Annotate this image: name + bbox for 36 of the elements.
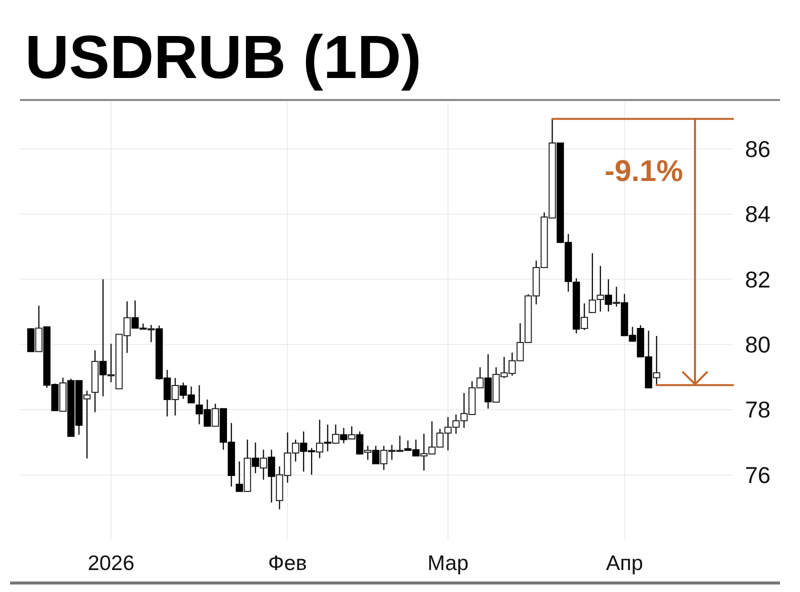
y-tick-label: 76 bbox=[745, 462, 771, 488]
candlestick bbox=[340, 427, 348, 444]
candlestick bbox=[268, 449, 276, 504]
candlestick bbox=[252, 442, 260, 474]
annotation: -9.1% bbox=[604, 154, 683, 188]
candlestick bbox=[260, 449, 268, 480]
candlestick bbox=[484, 354, 492, 410]
candlestick bbox=[236, 460, 244, 492]
candlestick bbox=[364, 445, 372, 460]
candlestick bbox=[348, 426, 356, 440]
candlestick bbox=[604, 278, 612, 312]
chart-title: USDRUB (1D) bbox=[25, 23, 422, 91]
candlestick bbox=[99, 278, 107, 397]
candlestick bbox=[148, 324, 155, 343]
candlestick bbox=[612, 286, 620, 308]
y-tick-label: 82 bbox=[745, 266, 771, 292]
candlestick bbox=[372, 445, 380, 464]
candlestick bbox=[212, 403, 219, 427]
candlestick bbox=[172, 377, 179, 416]
candlestick bbox=[332, 424, 340, 444]
x-tick-label: Апр bbox=[606, 552, 644, 575]
y-tick-label: 84 bbox=[745, 201, 771, 228]
candlestick bbox=[35, 305, 42, 352]
candlestick bbox=[580, 302, 588, 331]
y-tick-label: 86 bbox=[745, 136, 771, 162]
candlestick bbox=[27, 328, 34, 352]
x-tick-label: 2026 bbox=[88, 552, 134, 575]
candlestick bbox=[356, 430, 364, 456]
x-tick-label: Фев bbox=[268, 552, 307, 575]
x-tick-label: Мар bbox=[427, 552, 469, 575]
candlestick bbox=[316, 419, 324, 459]
candlestick bbox=[83, 390, 91, 460]
y-tick-label: 80 bbox=[745, 331, 771, 358]
candlestick bbox=[324, 424, 332, 452]
candlestick bbox=[652, 335, 660, 386]
y-tick-label: 78 bbox=[745, 396, 771, 423]
